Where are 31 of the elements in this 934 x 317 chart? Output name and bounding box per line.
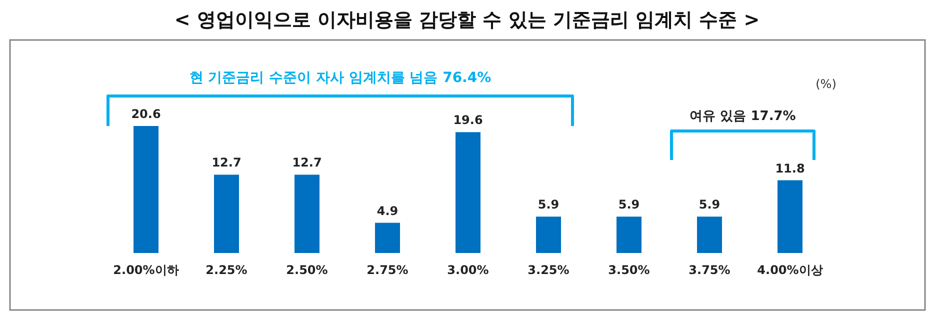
- data-label: 5.9: [538, 198, 560, 212]
- chart-title: < 영업이익으로 이자비용을 감당할 수 있는 기준금리 임계치 수준 >: [174, 9, 760, 31]
- data-label: 20.6: [131, 107, 161, 121]
- data-label: 11.8: [775, 161, 805, 176]
- data-label: 12.7: [212, 156, 242, 170]
- data-label: 19.6: [453, 113, 483, 128]
- bar: [456, 132, 480, 253]
- x-tick-label: 2.50%: [286, 263, 328, 277]
- text: 현 기준금리 수준이 자사 임계치를 넘음 76.4%: [189, 70, 492, 86]
- x-tick-label: 3.50%: [608, 263, 650, 277]
- x-tick-label: 3.00%: [447, 263, 489, 277]
- bar: [697, 216, 722, 253]
- x-tick-label: 2.00%이하: [113, 263, 179, 277]
- data-label: 12.7: [292, 156, 322, 170]
- x-tick-label: 3.25%: [528, 263, 570, 277]
- x-tick-label: 4.00%이상: [757, 263, 823, 277]
- bar: [375, 222, 400, 253]
- bar: [536, 216, 561, 253]
- bar: [134, 126, 158, 253]
- text: 여유 있음 17.7%: [690, 109, 796, 124]
- text: (%): [816, 77, 836, 91]
- x-tick-label: 2.25%: [206, 263, 248, 277]
- data-label: 5.9: [618, 198, 640, 212]
- bar: [616, 216, 642, 253]
- bar: [778, 180, 802, 253]
- data-label: 5.9: [698, 198, 720, 212]
- bar: [294, 174, 320, 253]
- x-tick-label: 3.75%: [688, 263, 730, 277]
- x-tick-label: 2.75%: [366, 263, 408, 277]
- data-label: 4.9: [376, 204, 398, 218]
- bar: [214, 174, 239, 253]
